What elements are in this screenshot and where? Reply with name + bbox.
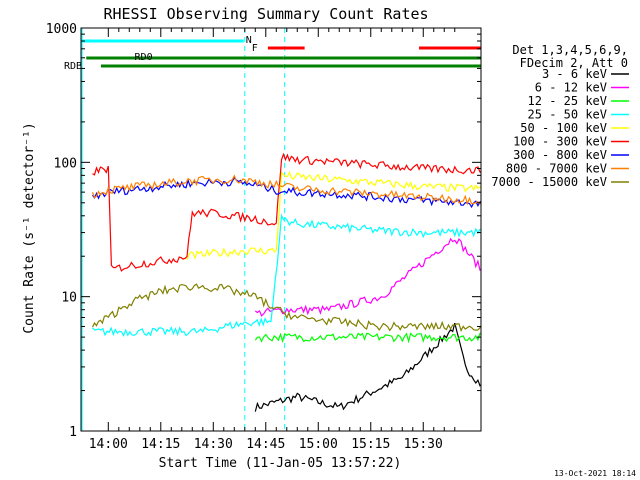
x-tick-label: 15:15 — [351, 437, 390, 452]
x-tick-label: 14:45 — [246, 437, 285, 452]
y-axis-label: Count Rate (s⁻¹ detector⁻¹) — [22, 122, 37, 333]
rdb-flag-label: RDB — [64, 61, 82, 72]
legend-label: 3 - 6 keV — [542, 67, 607, 81]
legend-label: 300 - 800 keV — [513, 148, 607, 162]
legend-label: 100 - 300 keV — [513, 135, 607, 149]
legend-header-2: FDecim 2, Att 0 — [520, 56, 628, 70]
series-line-5 — [186, 171, 481, 261]
y-tick-label: 10 — [61, 291, 77, 306]
legend-label: 25 - 50 keV — [528, 108, 607, 122]
flare-flag-label: F — [252, 43, 258, 54]
axes: NF RD0 RDB 1 10 100 1000 14:00 14:15 14:30 14:45 15… — [46, 22, 481, 452]
x-tick-label: 14:15 — [141, 437, 180, 452]
legend-label: 50 - 100 keV — [520, 121, 607, 135]
footer-date: 13-Oct-2021 18:14 — [554, 469, 636, 478]
series-line-9 — [91, 283, 481, 333]
series-line-1 — [254, 322, 481, 412]
series-line-7 — [92, 177, 481, 209]
x-tick-label: 14:30 — [194, 437, 233, 452]
x-axis-label: Start Time (11-Jan-05 13:57:22) — [159, 456, 402, 471]
legend-label: 12 - 25 keV — [528, 94, 607, 108]
y-tick-label: 1 — [69, 425, 77, 440]
y-tick-label: 1000 — [46, 22, 77, 37]
x-tick-label: 15:30 — [404, 437, 443, 452]
chart-title: RHESSI Observing Summary Count Rates — [103, 5, 428, 23]
series-line-4 — [92, 213, 481, 337]
plot-area — [81, 28, 481, 431]
night-flag-label: N — [246, 35, 252, 46]
y-tick-label: 100 — [54, 156, 77, 171]
series-line-3 — [254, 332, 481, 344]
series-line-8 — [91, 174, 481, 206]
legend-label: 6 - 12 keV — [535, 81, 607, 95]
plot-frame — [80, 27, 482, 432]
rd-flag-label: RD0 — [135, 52, 153, 63]
legend-label: 7000 - 15000 keV — [491, 175, 607, 189]
series-line-2 — [254, 237, 481, 317]
x-tick-label: 14:00 — [89, 437, 128, 452]
x-tick-label: 15:00 — [299, 437, 338, 452]
legend: Det 1,3,4,5,6,9, FDecim 2, Att 0 3 - 6 k… — [491, 43, 629, 189]
legend-label: 800 - 7000 keV — [506, 162, 607, 176]
legend-header-1: Det 1,3,4,5,6,9, — [512, 43, 628, 57]
series-line-6 — [92, 152, 481, 272]
